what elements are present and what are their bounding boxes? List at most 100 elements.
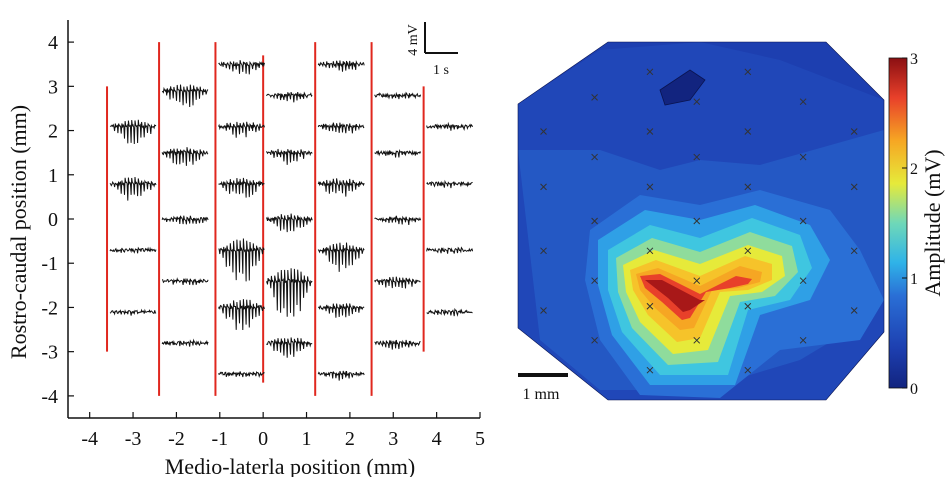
scalebar-horizontal-label: 1 s: [433, 63, 449, 78]
site-marker: [799, 153, 807, 161]
heatmap-contours: [518, 42, 884, 400]
site-marker: [744, 128, 752, 135]
lfp-trace: [266, 91, 313, 103]
site-marker: [646, 302, 654, 310]
contour-level-2.9: [645, 280, 705, 312]
colorbar-tick-label: 3: [910, 51, 918, 68]
y-ticks: 4 3 2 1 0 -1 -2 -3 -4: [41, 32, 74, 408]
x-tick-label: -3: [125, 428, 142, 450]
y-axis-title: Rostro-caudal position (mm): [6, 105, 31, 359]
y-tick-label: 0: [48, 209, 58, 231]
site-marker: [693, 336, 701, 344]
colorbar-title: Amplitude (mV): [920, 149, 945, 296]
lfp-trace: [374, 148, 422, 158]
colorbar: 0 1 2 3 Amplitude (mV): [888, 51, 945, 398]
x-tick-label: 5: [475, 428, 485, 450]
site-marker: [540, 183, 547, 191]
site-marker: [693, 217, 701, 225]
site-marker: [744, 302, 752, 310]
site-marker: [591, 153, 598, 161]
site-marker: [799, 98, 807, 106]
colorbar-ticks: 0 1 2 3: [902, 51, 918, 398]
lfp-trace: [317, 122, 365, 134]
site-marker: [646, 366, 654, 374]
site-marker: [540, 247, 547, 255]
site-marker: [646, 128, 654, 135]
site-marker: [799, 217, 807, 225]
x-tick-label: -1: [211, 428, 228, 450]
lfp-trace: [266, 337, 313, 358]
lfp-trace: [317, 60, 365, 72]
colorbar-gradient: [888, 57, 908, 389]
site-marker: [744, 183, 752, 191]
lfp-trace: [109, 176, 157, 201]
recording-site-markers: [540, 68, 858, 374]
lfp-trace: [266, 148, 313, 165]
y-tick-label: -2: [41, 297, 58, 319]
lfp-trace: [265, 268, 313, 317]
y-tick-label: -1: [41, 253, 58, 275]
site-marker: [591, 336, 598, 344]
x-tick-label: 2: [345, 428, 355, 450]
x-axis-title: Medio-laterla position (mm): [165, 454, 416, 477]
site-marker: [591, 217, 598, 225]
lfp-trace: [218, 177, 265, 198]
lfp-trace: [161, 147, 209, 166]
lfp-trace: [109, 308, 157, 316]
lfp-trace: [161, 215, 209, 225]
site-marker: [850, 247, 858, 255]
x-tick-label: -2: [168, 428, 185, 450]
trace-grid-panel: 4 3 2 1 0 -1 -2 -3 -4 -4 -3 -2 -1 0 1 2 3 4 5 Rostro-caud…: [6, 20, 485, 477]
site-marker: [646, 68, 654, 76]
lfp-trace: [426, 307, 473, 317]
x-tick-label: 1: [302, 428, 312, 450]
site-marker: [646, 247, 654, 255]
scalebar-vertical-label: 4 mV: [406, 24, 421, 56]
site-marker: [540, 307, 547, 314]
lfp-trace: [317, 242, 365, 272]
site-marker: [591, 94, 598, 101]
lfp-trace: [374, 91, 422, 100]
site-marker: [799, 336, 807, 344]
site-marker: [693, 98, 701, 106]
lfp-trace: [218, 121, 265, 138]
colorbar-tick-label: 1: [910, 271, 918, 288]
x-tick-label: 3: [388, 428, 398, 450]
y-tick-label: -4: [41, 386, 58, 408]
shanks: [106, 42, 425, 396]
x-ticks: -4 -3 -2 -1 0 1 2 3 4 5: [81, 412, 485, 450]
lfp-trace: [218, 299, 265, 331]
lfp-trace: [318, 303, 365, 318]
site-marker: [850, 128, 858, 135]
site-marker: [693, 277, 701, 285]
colorbar-tick-label: 2: [910, 161, 918, 178]
site-marker: [850, 307, 858, 314]
site-marker: [744, 247, 752, 255]
site-marker: [744, 68, 752, 76]
lfp-trace: [218, 60, 265, 75]
site-marker: [540, 128, 547, 135]
lfp-trace: [426, 179, 473, 189]
colorbar-tick-label: 0: [910, 381, 918, 398]
traces: [109, 60, 474, 381]
heatmap-outline: [517, 41, 885, 401]
site-marker: [744, 366, 752, 374]
site-marker: [646, 183, 654, 191]
lfp-trace: [426, 246, 474, 254]
amplitude-heatmap-panel: 1 mm 0 1 2 3 Amplitude (mV): [517, 41, 945, 403]
lfp-trace: [218, 238, 265, 282]
lfp-trace: [109, 119, 157, 145]
y-tick-label: 2: [48, 121, 58, 143]
lfp-trace: [374, 215, 422, 225]
y-tick-label: 4: [48, 32, 58, 54]
lfp-trace: [109, 246, 157, 254]
site-marker: [799, 277, 807, 285]
lfp-trace: [317, 370, 365, 381]
lfp-trace: [374, 276, 421, 289]
site-marker: [850, 183, 858, 191]
site-marker: [693, 153, 701, 161]
y-tick-label: 1: [48, 165, 58, 187]
lfp-trace: [162, 277, 209, 286]
x-tick-label: -4: [81, 428, 98, 450]
